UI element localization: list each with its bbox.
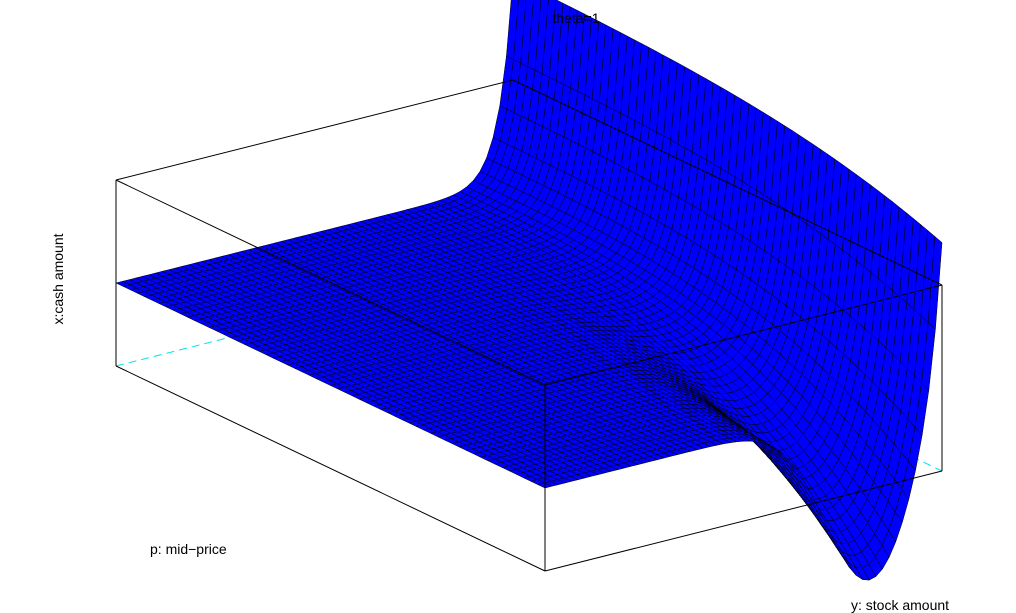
box-floor-edge	[544, 470, 943, 572]
chart-figure	[115, 0, 943, 581]
z-axis-label: x:cash amount	[50, 233, 66, 325]
x-axis-label: p: mid−price	[150, 541, 227, 557]
surface-mesh	[115, 0, 943, 581]
box-floor-edge	[115, 365, 546, 572]
box-top-edge	[115, 79, 514, 181]
visible-box-edges	[115, 79, 943, 572]
box-top-edge	[544, 284, 943, 386]
y-axis-label: y: stock amount	[851, 597, 950, 613]
surface-plot	[115, 0, 943, 581]
box-top-edge	[115, 179, 546, 386]
box-top-edge	[512, 79, 943, 286]
chart-title: theta=1	[552, 10, 600, 26]
